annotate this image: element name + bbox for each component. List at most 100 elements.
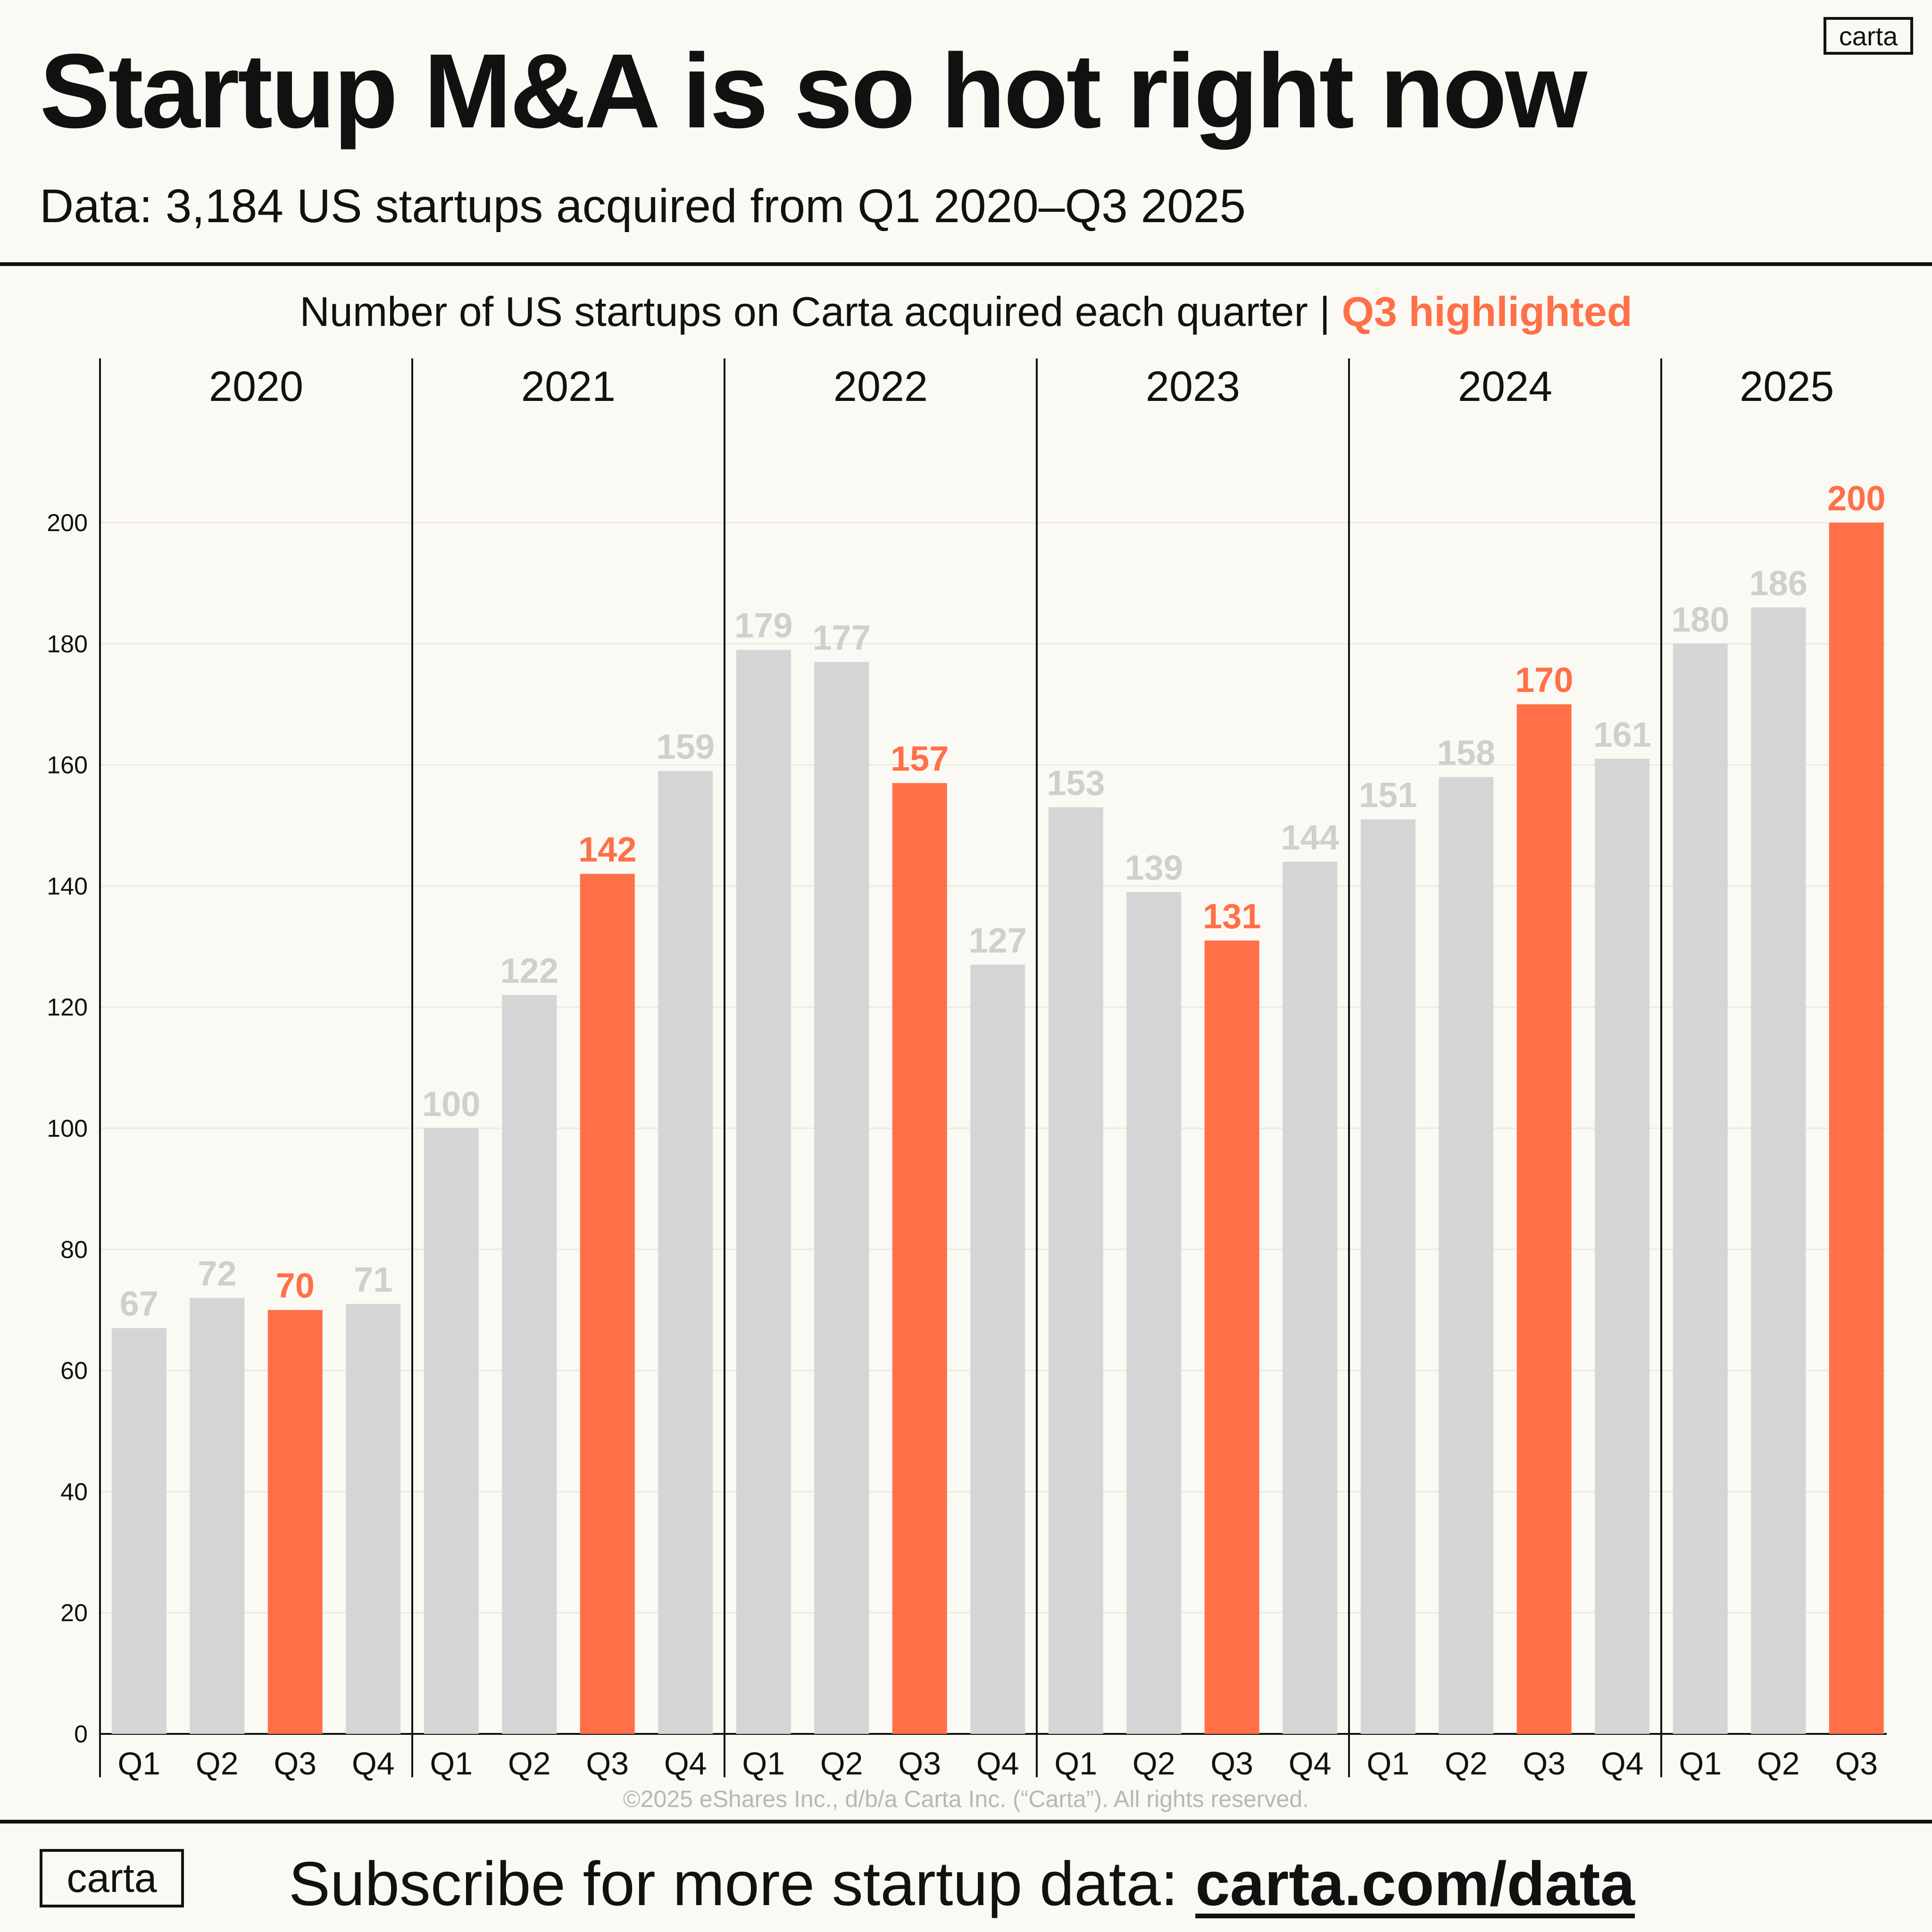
- bar: [1516, 704, 1572, 1734]
- chart-caption-highlight: Q3 highlighted: [1341, 288, 1632, 335]
- chart-caption-text: Number of US startups on Carta acquired …: [300, 288, 1342, 335]
- chart-caption: Number of US startups on Carta acquired …: [0, 288, 1932, 336]
- bar-value-label: 159: [657, 727, 715, 766]
- bar-value-label: 180: [1671, 600, 1729, 639]
- bar: [970, 965, 1025, 1734]
- quarter-label: Q4: [664, 1746, 707, 1782]
- bar-value-label: 153: [1047, 763, 1105, 802]
- quarter-label: Q1: [117, 1746, 160, 1782]
- bar-value-label: 72: [198, 1254, 236, 1293]
- bar: [658, 771, 713, 1734]
- y-tick-label: 100: [47, 1115, 88, 1142]
- year-label: 2022: [833, 363, 928, 410]
- bar: [736, 650, 791, 1734]
- bar-value-label: 127: [969, 921, 1027, 960]
- bar-value-label: 151: [1359, 775, 1417, 815]
- quarter-label: Q3: [1835, 1746, 1878, 1782]
- bar: [424, 1128, 479, 1734]
- quarter-label: Q4: [352, 1746, 395, 1782]
- bar: [1595, 758, 1650, 1734]
- bar: [1829, 523, 1884, 1734]
- bar: [111, 1328, 167, 1734]
- bar: [1282, 862, 1338, 1734]
- bar-value-label: 67: [120, 1284, 158, 1324]
- quarter-label: Q1: [1366, 1746, 1409, 1782]
- bar-value-label: 139: [1125, 848, 1183, 887]
- bar-value-label: 122: [500, 951, 558, 991]
- quarter-label: Q1: [1054, 1746, 1097, 1782]
- bar-value-label: 131: [1203, 897, 1261, 936]
- year-label: 2025: [1740, 363, 1834, 410]
- quarter-label: Q2: [820, 1746, 863, 1782]
- bar: [346, 1304, 401, 1734]
- bar-value-label: 158: [1437, 733, 1495, 772]
- copyright-notice: ©2025 eShares Inc., d/b/a Carta Inc. (“C…: [623, 1786, 1309, 1812]
- bar-value-label: 179: [734, 606, 792, 645]
- year-label: 2023: [1146, 363, 1240, 410]
- bar: [1751, 607, 1806, 1734]
- y-tick-label: 40: [60, 1478, 88, 1506]
- bar: [1048, 807, 1103, 1734]
- quarter-label: Q2: [1133, 1746, 1175, 1782]
- bar-value-label: 170: [1515, 660, 1573, 700]
- bar-value-label: 144: [1281, 818, 1339, 857]
- bar-value-label: 70: [276, 1266, 315, 1305]
- bar: [502, 995, 557, 1734]
- bar-value-label: 142: [578, 830, 636, 869]
- y-tick-label: 160: [47, 752, 88, 779]
- bar: [1673, 643, 1728, 1734]
- year-label: 2020: [209, 363, 303, 410]
- bar-value-label: 100: [422, 1084, 480, 1124]
- bar-value-label: 177: [813, 618, 871, 657]
- quarter-label: Q1: [742, 1746, 785, 1782]
- carta-logo-footer[interactable]: carta: [40, 1849, 184, 1907]
- y-tick-label: 120: [47, 994, 88, 1021]
- quarter-label: Q2: [196, 1746, 239, 1782]
- bottom-divider: [0, 1820, 1932, 1824]
- quarter-label: Q3: [898, 1746, 941, 1782]
- bar-value-label: 71: [354, 1260, 392, 1299]
- year-label: 2021: [521, 363, 616, 410]
- quarter-label: Q2: [1757, 1746, 1800, 1782]
- quarter-label: Q3: [1210, 1746, 1253, 1782]
- quarter-label: Q1: [1679, 1746, 1722, 1782]
- quarter-label: Q4: [1601, 1746, 1644, 1782]
- y-tick-label: 0: [74, 1721, 88, 1748]
- y-tick-label: 20: [60, 1599, 88, 1627]
- bar: [814, 662, 869, 1734]
- quarter-label: Q3: [274, 1746, 316, 1782]
- chart-title: Startup M&A is so hot right now: [40, 32, 1587, 150]
- subscribe-link[interactable]: carta.com/data: [1195, 1849, 1635, 1918]
- subscribe-banner: Subscribe for more startup data: carta.c…: [289, 1848, 1635, 1919]
- top-divider: [0, 262, 1932, 266]
- quarter-label: Q2: [1445, 1746, 1488, 1782]
- y-tick-label: 80: [60, 1236, 88, 1264]
- bar: [892, 783, 947, 1734]
- bar-value-label: 186: [1749, 564, 1807, 603]
- bar-value-label: 157: [891, 739, 949, 778]
- bar: [1439, 777, 1494, 1734]
- quarter-label: Q4: [1289, 1746, 1332, 1782]
- chart-subtitle: Data: 3,184 US startups acquired from Q1…: [40, 180, 1246, 233]
- year-label: 2024: [1458, 363, 1552, 410]
- bar-value-label: 161: [1593, 715, 1651, 754]
- bar: [1360, 819, 1416, 1734]
- carta-logo[interactable]: carta: [1824, 17, 1913, 55]
- bar: [1126, 892, 1182, 1734]
- quarter-label: Q1: [430, 1746, 473, 1782]
- quarter-label: Q3: [586, 1746, 629, 1782]
- bar: [190, 1298, 245, 1734]
- y-tick-label: 140: [47, 873, 88, 900]
- bar: [267, 1310, 323, 1734]
- bar-chart: 0 20 40 60 80 100 120 140 160 180 200 2020 67 Q1 72 Q2 7…: [47, 358, 1887, 1782]
- bar: [1204, 940, 1259, 1734]
- quarter-label: Q2: [508, 1746, 551, 1782]
- y-tick-label: 60: [60, 1357, 88, 1385]
- y-tick-label: 180: [47, 631, 88, 658]
- bar-value-label: 200: [1827, 479, 1885, 518]
- quarter-label: Q3: [1523, 1746, 1566, 1782]
- subscribe-text: Subscribe for more startup data:: [289, 1849, 1196, 1918]
- quarter-label: Q4: [976, 1746, 1019, 1782]
- bar: [580, 874, 635, 1734]
- y-tick-label: 200: [47, 509, 88, 537]
